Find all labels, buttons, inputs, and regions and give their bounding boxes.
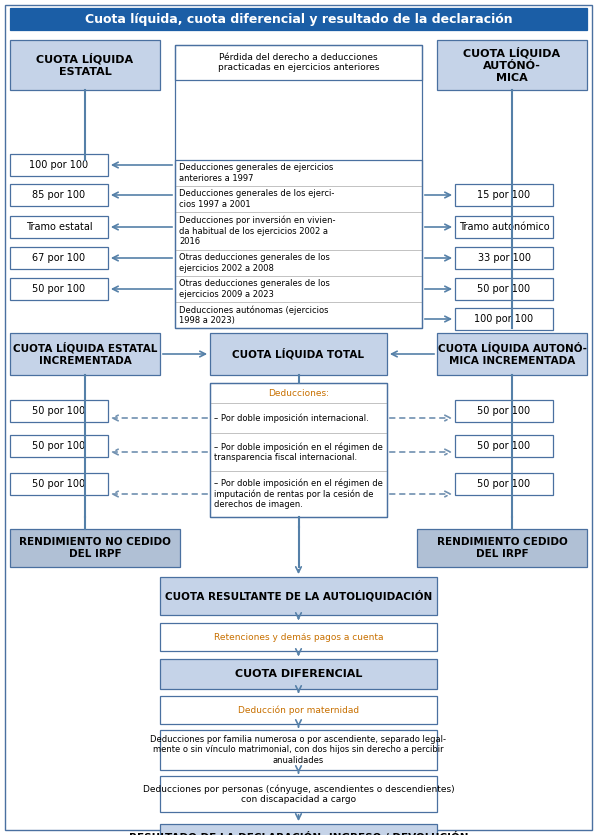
FancyBboxPatch shape bbox=[160, 577, 437, 615]
Text: Deducciones por familia numerosa o por ascendiente, separado legal-
mente o sin : Deducciones por familia numerosa o por a… bbox=[150, 735, 447, 765]
Text: Deducciones generales de los ejerci-
cios 1997 a 2001: Deducciones generales de los ejerci- cio… bbox=[179, 190, 334, 209]
Text: Deducciones por personas (cónyuge, ascendientes o descendientes)
con discapacida: Deducciones por personas (cónyuge, ascen… bbox=[143, 784, 454, 804]
Text: 33 por 100: 33 por 100 bbox=[478, 253, 531, 263]
Text: CUOTA LÍQUIDA
ESTATAL: CUOTA LÍQUIDA ESTATAL bbox=[36, 53, 134, 77]
Text: RESULTADO DE LA DECLARACIÓN: INGRESO / DEVOLUCIÓN: RESULTADO DE LA DECLARACIÓN: INGRESO / D… bbox=[129, 832, 468, 835]
FancyBboxPatch shape bbox=[10, 8, 587, 30]
Text: 50 por 100: 50 por 100 bbox=[478, 479, 531, 489]
FancyBboxPatch shape bbox=[10, 278, 108, 300]
Text: Deducción por maternidad: Deducción por maternidad bbox=[238, 706, 359, 715]
FancyBboxPatch shape bbox=[160, 730, 437, 770]
Text: CUOTA DIFERENCIAL: CUOTA DIFERENCIAL bbox=[235, 669, 362, 679]
FancyBboxPatch shape bbox=[160, 776, 437, 812]
FancyBboxPatch shape bbox=[455, 400, 553, 422]
Text: Tramo autonómico: Tramo autonómico bbox=[458, 222, 549, 232]
FancyBboxPatch shape bbox=[455, 216, 553, 238]
Text: Cuota líquida, cuota diferencial y resultado de la declaración: Cuota líquida, cuota diferencial y resul… bbox=[85, 13, 512, 26]
Text: CUOTA LÍQUIDA TOTAL: CUOTA LÍQUIDA TOTAL bbox=[232, 348, 365, 360]
Text: 67 por 100: 67 por 100 bbox=[32, 253, 85, 263]
Text: CUOTA LÍQUIDA
AUTÓNÓ-
MICA: CUOTA LÍQUIDA AUTÓNÓ- MICA bbox=[463, 48, 561, 83]
Text: 50 por 100: 50 por 100 bbox=[32, 406, 85, 416]
FancyBboxPatch shape bbox=[10, 154, 108, 176]
FancyBboxPatch shape bbox=[10, 529, 180, 567]
Text: CUOTA RESULTANTE DE LA AUTOLIQUIDACIÓN: CUOTA RESULTANTE DE LA AUTOLIQUIDACIÓN bbox=[165, 590, 432, 602]
Text: RENDIMIENTO NO CEDIDO
DEL IRPF: RENDIMIENTO NO CEDIDO DEL IRPF bbox=[19, 537, 171, 559]
Text: Deducciones por inversión en vivien-
da habitual de los ejercicios 2002 a
2016: Deducciones por inversión en vivien- da … bbox=[179, 216, 336, 246]
Text: 50 por 100: 50 por 100 bbox=[32, 441, 85, 451]
FancyBboxPatch shape bbox=[210, 333, 387, 375]
FancyBboxPatch shape bbox=[455, 247, 553, 269]
Text: 100 por 100: 100 por 100 bbox=[29, 160, 88, 170]
Text: 50 por 100: 50 por 100 bbox=[478, 284, 531, 294]
FancyBboxPatch shape bbox=[437, 40, 587, 90]
Text: – Por doble imposición internacional.: – Por doble imposición internacional. bbox=[214, 413, 369, 423]
FancyBboxPatch shape bbox=[455, 278, 553, 300]
FancyBboxPatch shape bbox=[10, 473, 108, 495]
FancyBboxPatch shape bbox=[175, 45, 422, 80]
FancyBboxPatch shape bbox=[175, 160, 422, 328]
FancyBboxPatch shape bbox=[437, 333, 587, 375]
Text: Retenciones y demás pagos a cuenta: Retenciones y demás pagos a cuenta bbox=[214, 632, 383, 641]
FancyBboxPatch shape bbox=[455, 184, 553, 206]
FancyBboxPatch shape bbox=[455, 435, 553, 457]
FancyBboxPatch shape bbox=[10, 333, 160, 375]
FancyBboxPatch shape bbox=[10, 400, 108, 422]
FancyBboxPatch shape bbox=[160, 659, 437, 689]
FancyBboxPatch shape bbox=[455, 473, 553, 495]
FancyBboxPatch shape bbox=[10, 247, 108, 269]
Text: Deducciones:: Deducciones: bbox=[268, 388, 329, 397]
Text: Pérdida del derecho a deducciones
practicadas en ejercicios anteriores: Pérdida del derecho a deducciones practi… bbox=[218, 53, 379, 73]
FancyBboxPatch shape bbox=[10, 184, 108, 206]
Text: Deducciones autónomas (ejercicios
1998 a 2023): Deducciones autónomas (ejercicios 1998 a… bbox=[179, 305, 328, 325]
Text: 50 por 100: 50 por 100 bbox=[32, 479, 85, 489]
Text: 50 por 100: 50 por 100 bbox=[478, 441, 531, 451]
Text: RENDIMIENTO CEDIDO
DEL IRPF: RENDIMIENTO CEDIDO DEL IRPF bbox=[436, 537, 567, 559]
FancyBboxPatch shape bbox=[417, 529, 587, 567]
FancyBboxPatch shape bbox=[210, 383, 387, 517]
FancyBboxPatch shape bbox=[10, 216, 108, 238]
FancyBboxPatch shape bbox=[10, 435, 108, 457]
Text: Otras deducciones generales de los
ejercicios 2002 a 2008: Otras deducciones generales de los ejerc… bbox=[179, 253, 330, 273]
Text: – Por doble imposición en el régimen de
transparencia fiscal internacional.: – Por doble imposición en el régimen de … bbox=[214, 442, 383, 462]
FancyBboxPatch shape bbox=[160, 623, 437, 651]
Text: 50 por 100: 50 por 100 bbox=[478, 406, 531, 416]
Text: Otras deducciones generales de los
ejercicios 2009 a 2023: Otras deducciones generales de los ejerc… bbox=[179, 279, 330, 299]
Text: 85 por 100: 85 por 100 bbox=[32, 190, 85, 200]
Text: Tramo estatal: Tramo estatal bbox=[26, 222, 93, 232]
Text: Deducciones generales de ejercicios
anteriores a 1997: Deducciones generales de ejercicios ante… bbox=[179, 164, 333, 183]
Text: CUOTA LÍQUIDA ESTATAL
INCREMENTADA: CUOTA LÍQUIDA ESTATAL INCREMENTADA bbox=[13, 342, 157, 366]
FancyBboxPatch shape bbox=[455, 308, 553, 330]
Text: 50 por 100: 50 por 100 bbox=[32, 284, 85, 294]
Text: 100 por 100: 100 por 100 bbox=[475, 314, 534, 324]
Text: 15 por 100: 15 por 100 bbox=[478, 190, 531, 200]
FancyBboxPatch shape bbox=[10, 40, 160, 90]
Text: CUOTA LÍQUIDA AUTONÓ-
MICA INCREMENTADA: CUOTA LÍQUIDA AUTONÓ- MICA INCREMENTADA bbox=[438, 342, 586, 366]
FancyBboxPatch shape bbox=[160, 696, 437, 724]
Text: – Por doble imposición en el régimen de
imputación de rentas por la cesión de
de: – Por doble imposición en el régimen de … bbox=[214, 478, 383, 509]
FancyBboxPatch shape bbox=[160, 824, 437, 835]
